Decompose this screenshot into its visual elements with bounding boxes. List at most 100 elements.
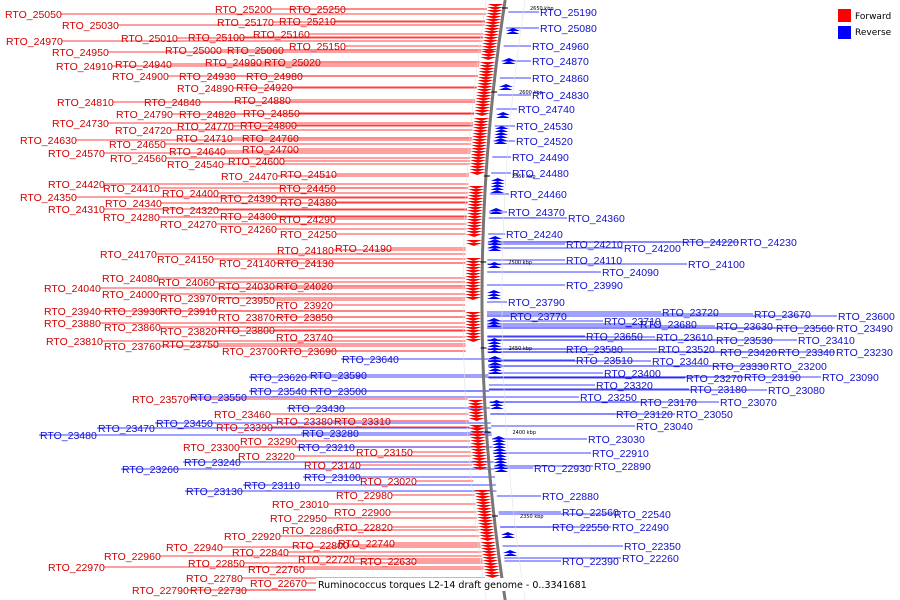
gene-label-rto-24760[interactable]: RTO_24760 — [242, 133, 299, 145]
gene-label-rto-23020[interactable]: RTO_23020 — [360, 476, 417, 488]
gene-label-rto-24520[interactable]: RTO_24520 — [516, 136, 573, 148]
gene-label-rto-23010[interactable]: RTO_23010 — [272, 499, 329, 511]
gene-label-rto-23120[interactable]: RTO_23120 — [616, 409, 673, 421]
gene-label-rto-24420[interactable]: RTO_24420 — [48, 179, 105, 191]
gene-label-rto-23740[interactable]: RTO_23740 — [276, 332, 333, 344]
gene-label-rto-23240[interactable]: RTO_23240 — [184, 457, 241, 469]
gene-label-rto-23100[interactable]: RTO_23100 — [304, 472, 361, 484]
gene-label-rto-23570[interactable]: RTO_23570 — [132, 394, 189, 406]
gene-label-rto-24530[interactable]: RTO_24530 — [516, 121, 573, 133]
gene-label-rto-24540[interactable]: RTO_24540 — [167, 159, 224, 171]
gene-label-rto-23620[interactable]: RTO_23620 — [250, 372, 307, 384]
gene-label-rto-23510[interactable]: RTO_23510 — [576, 355, 633, 367]
gene-label-rto-23070[interactable]: RTO_23070 — [720, 397, 777, 409]
gene-label-rto-23320[interactable]: RTO_23320 — [596, 380, 653, 392]
gene-label-rto-23250[interactable]: RTO_23250 — [580, 392, 637, 404]
gene-label-rto-23590[interactable]: RTO_23590 — [310, 370, 367, 382]
gene-label-rto-23040[interactable]: RTO_23040 — [636, 421, 693, 433]
gene-label-rto-23380[interactable]: RTO_23380 — [276, 416, 333, 428]
gene-label-rto-23110[interactable]: RTO_23110 — [244, 480, 300, 492]
gene-label-rto-24720[interactable]: RTO_24720 — [115, 125, 172, 137]
gene-label-rto-23260[interactable]: RTO_23260 — [122, 464, 179, 476]
gene-label-rto-23150[interactable]: RTO_23150 — [356, 447, 413, 459]
gene-label-rto-23680[interactable]: RTO_23680 — [640, 319, 697, 331]
gene-label-rto-24640[interactable]: RTO_24640 — [169, 146, 226, 158]
gene-label-rto-24350[interactable]: RTO_24350 — [20, 192, 77, 204]
gene-label-rto-23440[interactable]: RTO_23440 — [652, 356, 709, 368]
gene-label-rto-23600[interactable]: RTO_23600 — [838, 311, 895, 323]
gene-label-rto-23270[interactable]: RTO_23270 — [686, 373, 743, 385]
gene-label-rto-23170[interactable]: RTO_23170 — [640, 397, 697, 409]
gene-label-rto-22920[interactable]: RTO_22920 — [224, 531, 281, 543]
gene-label-rto-23850[interactable]: RTO_23850 — [276, 312, 333, 324]
gene-label-rto-23400[interactable]: RTO_23400 — [604, 368, 661, 380]
gene-label-rto-24600[interactable]: RTO_24600 — [228, 156, 285, 168]
gene-label-rto-25080[interactable]: RTO_25080 — [540, 23, 597, 35]
gene-label-rto-24460[interactable]: RTO_24460 — [510, 189, 567, 201]
gene-label-rto-23310[interactable]: RTO_23310 — [334, 416, 391, 428]
gene-label-rto-24020[interactable]: RTO_24020 — [276, 281, 333, 293]
gene-label-rto-22540[interactable]: RTO_22540 — [614, 509, 671, 521]
gene-label-rto-25170[interactable]: RTO_25170 — [217, 17, 274, 29]
gene-label-rto-24030[interactable]: RTO_24030 — [218, 281, 275, 293]
gene-label-rto-24130[interactable]: RTO_24130 — [277, 258, 334, 270]
gene-label-rto-24490[interactable]: RTO_24490 — [512, 152, 569, 164]
gene-label-rto-24000[interactable]: RTO_24000 — [102, 289, 159, 301]
gene-label-rto-23200[interactable]: RTO_23200 — [770, 361, 827, 373]
gene-label-rto-23080[interactable]: RTO_23080 — [768, 385, 825, 397]
gene-label-rto-24480[interactable]: RTO_24480 — [512, 168, 569, 180]
gene-label-rto-23860[interactable]: RTO_23860 — [104, 322, 161, 334]
gene-label-rto-23820[interactable]: RTO_23820 — [160, 326, 217, 338]
gene-label-rto-23710[interactable]: RTO_23710 — [604, 316, 661, 328]
gene-label-rto-24080[interactable]: RTO_24080 — [102, 273, 159, 285]
gene-label-rto-23990[interactable]: RTO_23990 — [566, 280, 623, 292]
gene-label-rto-22560[interactable]: RTO_22560 — [562, 507, 619, 519]
gene-label-rto-24850[interactable]: RTO_24850 — [243, 108, 300, 120]
gene-label-rto-24230[interactable]: RTO_24230 — [740, 237, 797, 249]
gene-label-rto-25020[interactable]: RTO_25020 — [264, 57, 321, 69]
gene-label-rto-22730[interactable]: RTO_22730 — [190, 585, 247, 597]
gene-label-rto-24810[interactable]: RTO_24810 — [57, 97, 114, 109]
gene-label-rto-23300[interactable]: RTO_23300 — [183, 442, 240, 454]
gene-label-rto-24770[interactable]: RTO_24770 — [177, 121, 234, 133]
gene-label-rto-24240[interactable]: RTO_24240 — [506, 229, 563, 241]
gene-label-rto-24940[interactable]: RTO_24940 — [115, 59, 172, 71]
gene-label-rto-24390[interactable]: RTO_24390 — [220, 193, 277, 205]
gene-label-rto-24890[interactable]: RTO_24890 — [177, 83, 234, 95]
gene-label-rto-25010[interactable]: RTO_25010 — [121, 33, 178, 45]
gene-label-rto-23470[interactable]: RTO_23470 — [98, 423, 155, 435]
gene-label-rto-24570[interactable]: RTO_24570 — [48, 148, 105, 160]
gene-label-rto-24380[interactable]: RTO_24380 — [280, 197, 337, 209]
gene-label-rto-24980[interactable]: RTO_24980 — [246, 71, 303, 83]
gene-label-rto-23560[interactable]: RTO_23560 — [776, 323, 833, 335]
gene-label-rto-22970[interactable]: RTO_22970 — [48, 562, 105, 574]
gene-label-rto-25190[interactable]: RTO_25190 — [540, 7, 597, 19]
gene-label-rto-24710[interactable]: RTO_24710 — [176, 133, 233, 145]
gene-label-rto-22390[interactable]: RTO_22390 — [562, 556, 619, 568]
gene-label-rto-24300[interactable]: RTO_24300 — [220, 211, 277, 223]
gene-label-rto-22950[interactable]: RTO_22950 — [270, 513, 327, 525]
gene-label-rto-24990[interactable]: RTO_24990 — [205, 57, 262, 69]
gene-label-rto-22850[interactable]: RTO_22850 — [188, 558, 245, 570]
gene-label-rto-23540[interactable]: RTO_23540 — [250, 386, 307, 398]
gene-label-rto-22900[interactable]: RTO_22900 — [334, 507, 391, 519]
gene-label-rto-24630[interactable]: RTO_24630 — [20, 135, 77, 147]
gene-label-rto-22930[interactable]: RTO_22930 — [534, 463, 591, 475]
gene-label-rto-23130[interactable]: RTO_23130 — [186, 486, 243, 498]
gene-label-rto-23140[interactable]: RTO_23140 — [304, 460, 361, 472]
gene-label-rto-24310[interactable]: RTO_24310 — [48, 204, 105, 216]
gene-label-rto-25100[interactable]: RTO_25100 — [188, 32, 245, 44]
gene-label-rto-22490[interactable]: RTO_22490 — [612, 522, 669, 534]
gene-label-rto-22890[interactable]: RTO_22890 — [594, 461, 651, 473]
gene-label-rto-24060[interactable]: RTO_24060 — [158, 277, 215, 289]
gene-label-rto-22670[interactable]: RTO_22670 — [250, 578, 307, 590]
gene-label-rto-24870[interactable]: RTO_24870 — [532, 56, 589, 68]
gene-label-rto-23220[interactable]: RTO_23220 — [238, 451, 295, 463]
gene-label-rto-22910[interactable]: RTO_22910 — [592, 448, 649, 460]
gene-label-rto-23410[interactable]: RTO_23410 — [798, 335, 855, 347]
gene-label-rto-22740[interactable]: RTO_22740 — [338, 538, 395, 550]
gene-label-rto-25210[interactable]: RTO_25210 — [279, 16, 336, 28]
gene-label-rto-24560[interactable]: RTO_24560 — [110, 153, 167, 165]
gene-label-rto-24700[interactable]: RTO_24700 — [242, 144, 299, 156]
gene-label-rto-23520[interactable]: RTO_23520 — [658, 344, 715, 356]
